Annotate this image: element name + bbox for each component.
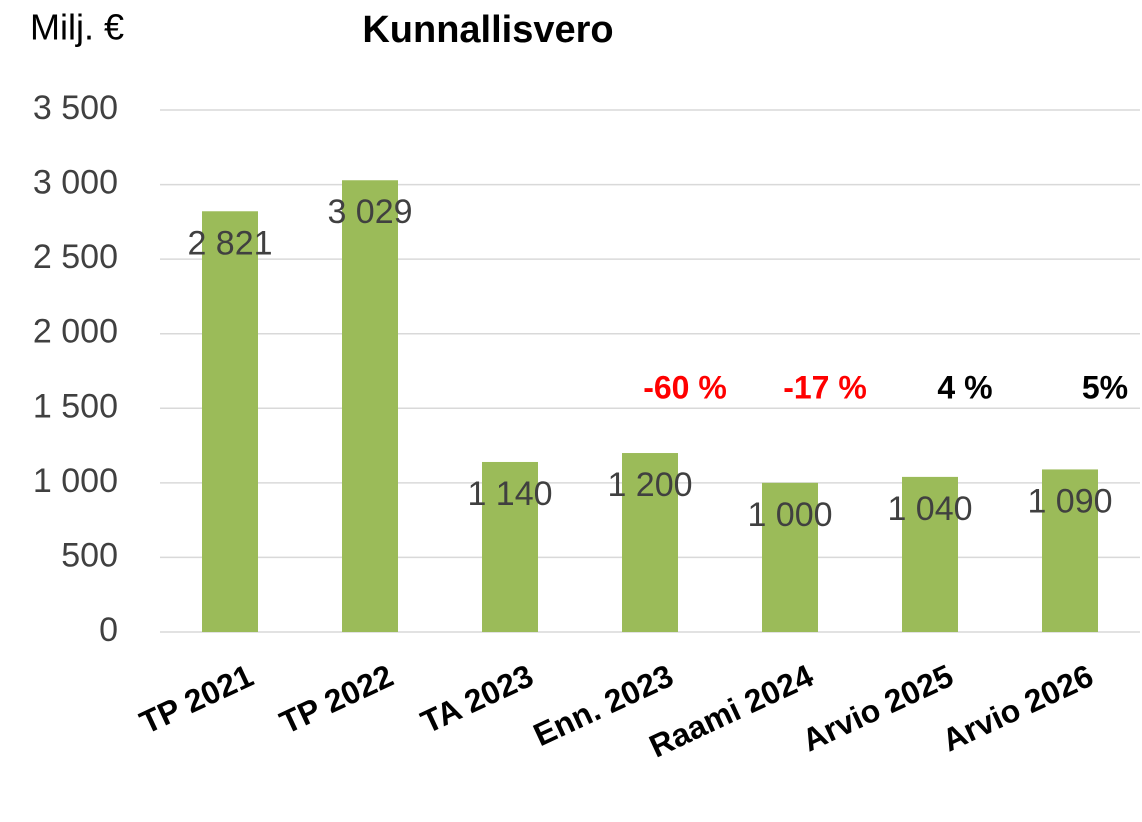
y-tick-label: 500 <box>61 536 118 574</box>
value-label: 3 029 <box>327 193 412 231</box>
annotation: -60 % <box>643 369 727 405</box>
value-label: 1 200 <box>607 466 692 504</box>
y-tick-label: 3 000 <box>33 164 118 202</box>
bar <box>762 482 818 632</box>
y-tick-label: 1 000 <box>33 462 118 500</box>
x-tick-label: TP 2022 <box>274 657 398 741</box>
y-tick-label: 3 500 <box>33 89 118 127</box>
annotation: 5% <box>1082 369 1128 405</box>
value-label: 2 821 <box>187 224 272 262</box>
bar <box>902 476 958 632</box>
x-tick-label: Arvio 2025 <box>797 657 959 758</box>
y-tick-label: 2 500 <box>33 238 118 276</box>
y-axis-label: Milj. € <box>30 7 124 48</box>
bar <box>1042 469 1098 632</box>
value-label: 1 140 <box>467 475 552 513</box>
y-tick-label: 2 000 <box>33 313 118 351</box>
value-label: 1 000 <box>747 496 832 534</box>
bar <box>342 180 398 633</box>
annotation: -17 % <box>783 369 867 405</box>
annotation: 4 % <box>937 369 992 405</box>
value-label: 1 040 <box>887 490 972 528</box>
bar <box>202 211 258 632</box>
value-label: 1 090 <box>1027 482 1112 520</box>
x-tick-label: TP 2021 <box>134 657 258 741</box>
bar <box>622 453 678 632</box>
y-tick-label: 0 <box>99 611 118 649</box>
bar <box>482 461 538 632</box>
chart-title: Kunnallisvero <box>362 9 613 51</box>
y-tick-label: 1 500 <box>33 387 118 425</box>
x-tick-label: TA 2023 <box>415 657 538 740</box>
x-tick-label: Arvio 2026 <box>937 657 1099 758</box>
